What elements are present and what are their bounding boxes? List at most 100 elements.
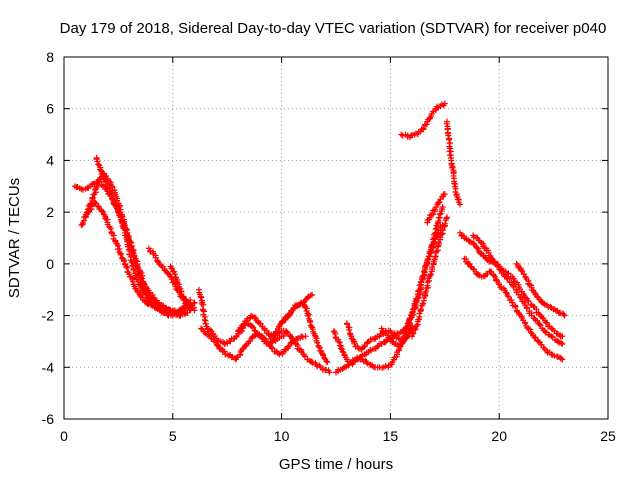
data-point [221,348,228,355]
data-point [427,250,434,257]
x-tick-label: 20 [491,428,507,444]
data-point [251,314,258,321]
data-point [561,312,568,319]
y-axis-ticks: -6 -4 -2 0 2 4 6 8 [42,49,608,427]
data-point [130,249,137,256]
data-point [257,320,264,327]
data-point [433,203,440,210]
data-point [436,211,443,218]
data-point [419,300,426,307]
data-point [94,182,101,189]
data-point [510,275,517,282]
data-point [286,342,293,349]
data-point [527,326,534,333]
data-point [505,293,512,300]
data-point [443,120,450,127]
data-point [120,258,127,265]
data-point [512,302,519,309]
data-point [554,338,561,345]
data-point [202,320,209,327]
data-point [559,333,566,340]
data-point [439,203,446,210]
data-point [130,267,137,274]
data-point [423,121,430,128]
data-point [548,333,555,340]
data-point [490,272,497,279]
x-tick-label: 15 [383,428,399,444]
data-point [404,320,411,327]
data-point [171,271,178,278]
data-point [346,326,353,333]
data-point [212,338,219,345]
data-point [309,359,316,366]
data-point [512,303,519,310]
data-point [416,282,423,289]
data-point [497,284,504,291]
data-point [407,315,414,322]
data-point [504,275,511,282]
data-point [443,214,450,221]
data-point [102,179,109,186]
data-point [530,303,537,310]
data-point [304,312,311,319]
data-point [558,339,565,346]
data-point [442,220,449,227]
data-point [127,238,134,245]
data-point [420,125,427,132]
data-point [405,319,412,326]
data-point [441,223,448,230]
data-point [189,304,196,311]
data-point [410,330,417,337]
y-tick-label: 2 [46,204,54,220]
data-point [475,245,482,252]
y-axis-label: SDTVAR / TECUs [6,178,23,298]
y-tick-label: -4 [42,359,55,375]
data-point [131,252,138,259]
data-point [302,333,309,340]
data-point [483,255,490,262]
data-point [374,343,381,350]
data-point [364,339,371,346]
data-point [436,198,443,205]
data-point [201,316,208,323]
data-point [540,344,547,351]
data-point [541,328,548,335]
y-tick-label: 8 [46,49,54,65]
data-point [433,248,440,255]
x-tick-label: 25 [600,428,616,444]
data-point [428,271,435,278]
x-axis-ticks: 0 5 10 15 20 25 [60,57,616,444]
data-point [364,360,371,367]
data-point [285,343,292,350]
data-point [432,226,439,233]
data-point [537,322,544,329]
grid-lines [64,57,608,419]
data-point [250,324,257,331]
data-point [344,321,351,328]
data-point [168,265,175,272]
data-point [113,202,120,209]
data-point [426,253,433,260]
data-point [371,336,378,343]
data-point [558,355,565,362]
data-point [191,299,198,306]
data-point [321,354,328,361]
data-point [145,289,152,296]
y-tick-label: 0 [46,256,54,272]
data-point [137,268,144,275]
data-point [286,310,293,317]
data-point [548,325,555,332]
data-point [315,343,322,350]
data-point [406,329,413,336]
data-point [443,215,450,222]
data-point [198,294,205,301]
data-point [457,201,464,208]
data-point [504,275,511,282]
x-axis-label: GPS time / hours [279,456,393,473]
data-point [510,283,517,290]
data-point [559,341,566,348]
data-point [300,299,307,306]
data-point [249,323,256,330]
data-point [129,278,136,285]
